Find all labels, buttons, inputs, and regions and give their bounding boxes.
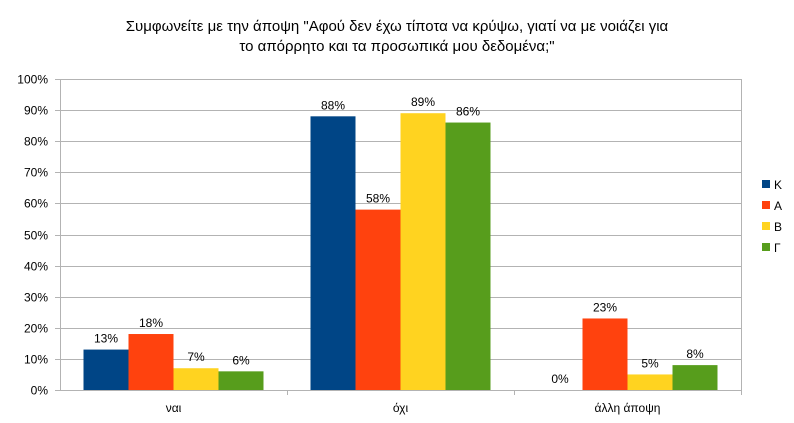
data-label: 7% <box>187 350 205 364</box>
data-label: 8% <box>686 347 704 361</box>
bar-Α-0 <box>128 334 174 390</box>
y-tick-label: 0% <box>31 384 49 398</box>
data-label: 89% <box>411 95 435 109</box>
legend-label: Β <box>774 220 782 234</box>
legend-swatch <box>762 222 770 230</box>
data-label: 58% <box>366 192 390 206</box>
bar-Β-2 <box>627 374 673 390</box>
data-label: 13% <box>94 332 118 346</box>
chart-title: Συμφωνείτε με την άποψη "Αφού δεν έχω τί… <box>0 17 794 57</box>
y-tick-label: 70% <box>24 166 48 180</box>
chart-title-line-1: Συμφωνείτε με την άποψη "Αφού δεν έχω τί… <box>125 18 669 35</box>
legend-swatch <box>762 180 770 188</box>
bar-Γ-2 <box>672 365 718 390</box>
bar-Α-1 <box>355 209 401 390</box>
legend-swatch <box>762 201 770 209</box>
bar-Α-2 <box>582 318 628 390</box>
legend-label: Γ <box>774 241 781 255</box>
x-tick-label: ναι <box>166 401 182 415</box>
y-tick-label: 10% <box>24 353 48 367</box>
bar-Β-1 <box>400 113 446 391</box>
y-tick-label: 80% <box>24 135 48 149</box>
legend-label: Α <box>774 199 782 213</box>
y-tick-label: 50% <box>24 229 48 243</box>
y-tick-label: 100% <box>17 73 48 87</box>
data-label: 0% <box>551 372 569 386</box>
x-tick-label: άλλη άποψη <box>595 401 661 415</box>
bar-Γ-0 <box>218 371 264 390</box>
bar-Γ-1 <box>445 122 491 390</box>
bar-Κ-0 <box>83 349 129 390</box>
y-tick-label: 40% <box>24 260 48 274</box>
data-label: 18% <box>139 316 163 330</box>
data-label: 5% <box>641 356 659 370</box>
data-label: 88% <box>321 98 345 112</box>
y-tick-label: 60% <box>24 197 48 211</box>
legend-swatch <box>762 243 770 251</box>
chart-title-line-2: το απόρρητο και τα προσωπικά μου δεδομέν… <box>239 38 555 55</box>
bar-Κ-1 <box>310 116 356 390</box>
data-label: 86% <box>456 105 480 119</box>
data-label: 6% <box>232 353 250 367</box>
y-tick-label: 90% <box>24 104 48 118</box>
y-tick-label: 30% <box>24 291 48 305</box>
data-label: 23% <box>593 300 617 314</box>
x-tick-label: όχι <box>393 401 409 415</box>
y-tick-label: 20% <box>24 322 48 336</box>
bar-Β-0 <box>173 368 219 390</box>
legend-label: Κ <box>774 178 782 192</box>
